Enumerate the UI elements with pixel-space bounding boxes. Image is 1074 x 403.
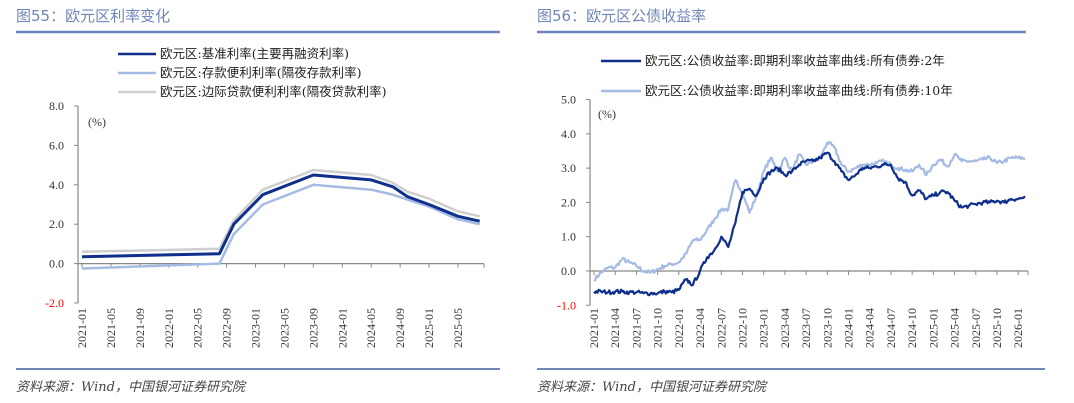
- series-line-1: [81, 183, 480, 270]
- x-tick-label: 2021-01: [75, 308, 89, 348]
- x-tick-label: 2022-07: [714, 308, 728, 348]
- right-legend: 欧元区:公债收益率:即期利率收益率曲线:所有债券:2年 欧元区:公债收益率:即期…: [601, 53, 953, 98]
- series-line-2y: [593, 151, 1026, 297]
- x-tick-label: 2023-09: [306, 308, 320, 348]
- x-tick-label: 2021-07: [629, 308, 643, 348]
- x-tick-label: 2025-01: [926, 308, 940, 348]
- y-tick-label: 4.0: [561, 127, 576, 141]
- right-source-note: 资料来源：Wind，中国银河证券研究院: [537, 379, 768, 395]
- y-tick-label: 6.0: [49, 138, 64, 152]
- x-tick-label: 2022-01: [162, 308, 176, 348]
- x-tick-label: 2022-10: [735, 308, 749, 348]
- right-y-unit: (%): [598, 107, 616, 121]
- x-tick-label: 2021-04: [608, 308, 622, 348]
- y-tick-label: 5.0: [561, 93, 576, 107]
- x-tick-label: 2024-04: [863, 308, 877, 348]
- y-tick-label: 0.0: [49, 257, 64, 271]
- y-tick-label: 2.0: [561, 195, 576, 209]
- x-tick-label: 2023-07: [799, 308, 813, 348]
- x-tick-label: 2024-07: [884, 308, 898, 348]
- x-tick-label: 2024-01: [842, 308, 856, 348]
- y-tick-label: 8.0: [49, 99, 64, 113]
- left-axes: 8.0 6.0 4.0 2.0 0.0 -2.0 2021-01 2021-05 2021-09…: [45, 99, 485, 348]
- x-tick-label: 2022-09: [220, 308, 234, 348]
- series-line-2: [81, 173, 481, 259]
- x-tick-label: 2022-04: [693, 308, 707, 348]
- right-chart-panel: 图56：欧元区公债收益率 欧元区:公债收益率:即期利率收益率曲线:所有债券:2年…: [537, 7, 1045, 395]
- y-tick-label: 3.0: [561, 161, 576, 175]
- x-tick-label: 2025-07: [969, 308, 983, 348]
- y-tick-label: 0.0: [561, 264, 576, 278]
- x-tick-label: 2021-01: [587, 308, 601, 348]
- y-tick-label: 1.0: [561, 230, 576, 244]
- x-tick-label: 2021-09: [133, 308, 147, 348]
- legend-label-10y: 欧元区:公债收益率:即期利率收益率曲线:所有债券:10年: [645, 83, 953, 98]
- x-tick-label: 2023-10: [820, 308, 834, 348]
- x-tick-label: 2024-01: [335, 308, 349, 348]
- x-tick-label: 2022-05: [191, 308, 205, 348]
- left-chart-title: 图55：欧元区利率变化: [16, 7, 170, 25]
- right-chart-title: 图56：欧元区公债收益率: [537, 7, 706, 25]
- left-plot-lines: [81, 168, 481, 270]
- x-tick-label: 2024-10: [905, 308, 919, 348]
- left-y-unit: (%): [88, 115, 106, 129]
- legend-label-lending: 欧元区:边际贷款便利利率(隔夜贷款利率): [160, 84, 386, 99]
- x-tick-label: 2023-01: [249, 308, 263, 348]
- x-tick-label: 2025-04: [948, 308, 962, 348]
- series-line-0: [81, 168, 480, 254]
- legend-label-mro: 欧元区:基准利率(主要再融资利率): [160, 46, 349, 61]
- y-tick-label: 4.0: [49, 178, 64, 192]
- x-tick-label: 2026-01: [1011, 308, 1025, 348]
- y-tick-label: 2.0: [49, 217, 64, 231]
- left-chart-panel: 图55：欧元区利率变化 欧元区:基准利率(主要再融资利率) 欧元区:存款便利利率…: [16, 7, 500, 395]
- x-tick-label: 2022-01: [672, 308, 686, 348]
- left-legend: 欧元区:基准利率(主要再融资利率) 欧元区:存款便利利率(隔夜存款利率) 欧元区…: [118, 46, 386, 99]
- left-source-note: 资料来源：Wind，中国银河证券研究院: [16, 379, 247, 395]
- x-tick-label: 2021-05: [104, 308, 118, 348]
- series-line-10y: [593, 141, 1026, 282]
- x-tick-label: 2024-05: [364, 308, 378, 348]
- x-tick-label: 2025-01: [422, 308, 436, 348]
- y-tick-label: -2.0: [45, 296, 64, 310]
- x-tick-label: 2025-10: [990, 308, 1004, 348]
- x-tick-label: 2023-05: [277, 308, 291, 348]
- x-tick-label: 2024-09: [393, 308, 407, 348]
- x-tick-label: 2025-05: [451, 308, 465, 348]
- right-axes: 5.0 4.0 3.0 2.0 1.0 0.0 -1.0 2021-01 2021-04 2021…: [557, 93, 1029, 348]
- x-tick-label: 2021-10: [651, 308, 665, 348]
- legend-label-deposit: 欧元区:存款便利利率(隔夜存款利率): [160, 65, 361, 80]
- x-tick-label: 2023-04: [778, 308, 792, 348]
- right-plot-lines: [593, 141, 1026, 297]
- y-tick-label: -1.0: [557, 298, 576, 312]
- legend-label-2y: 欧元区:公债收益率:即期利率收益率曲线:所有债券:2年: [645, 53, 945, 68]
- x-tick-label: 2023-01: [757, 308, 771, 348]
